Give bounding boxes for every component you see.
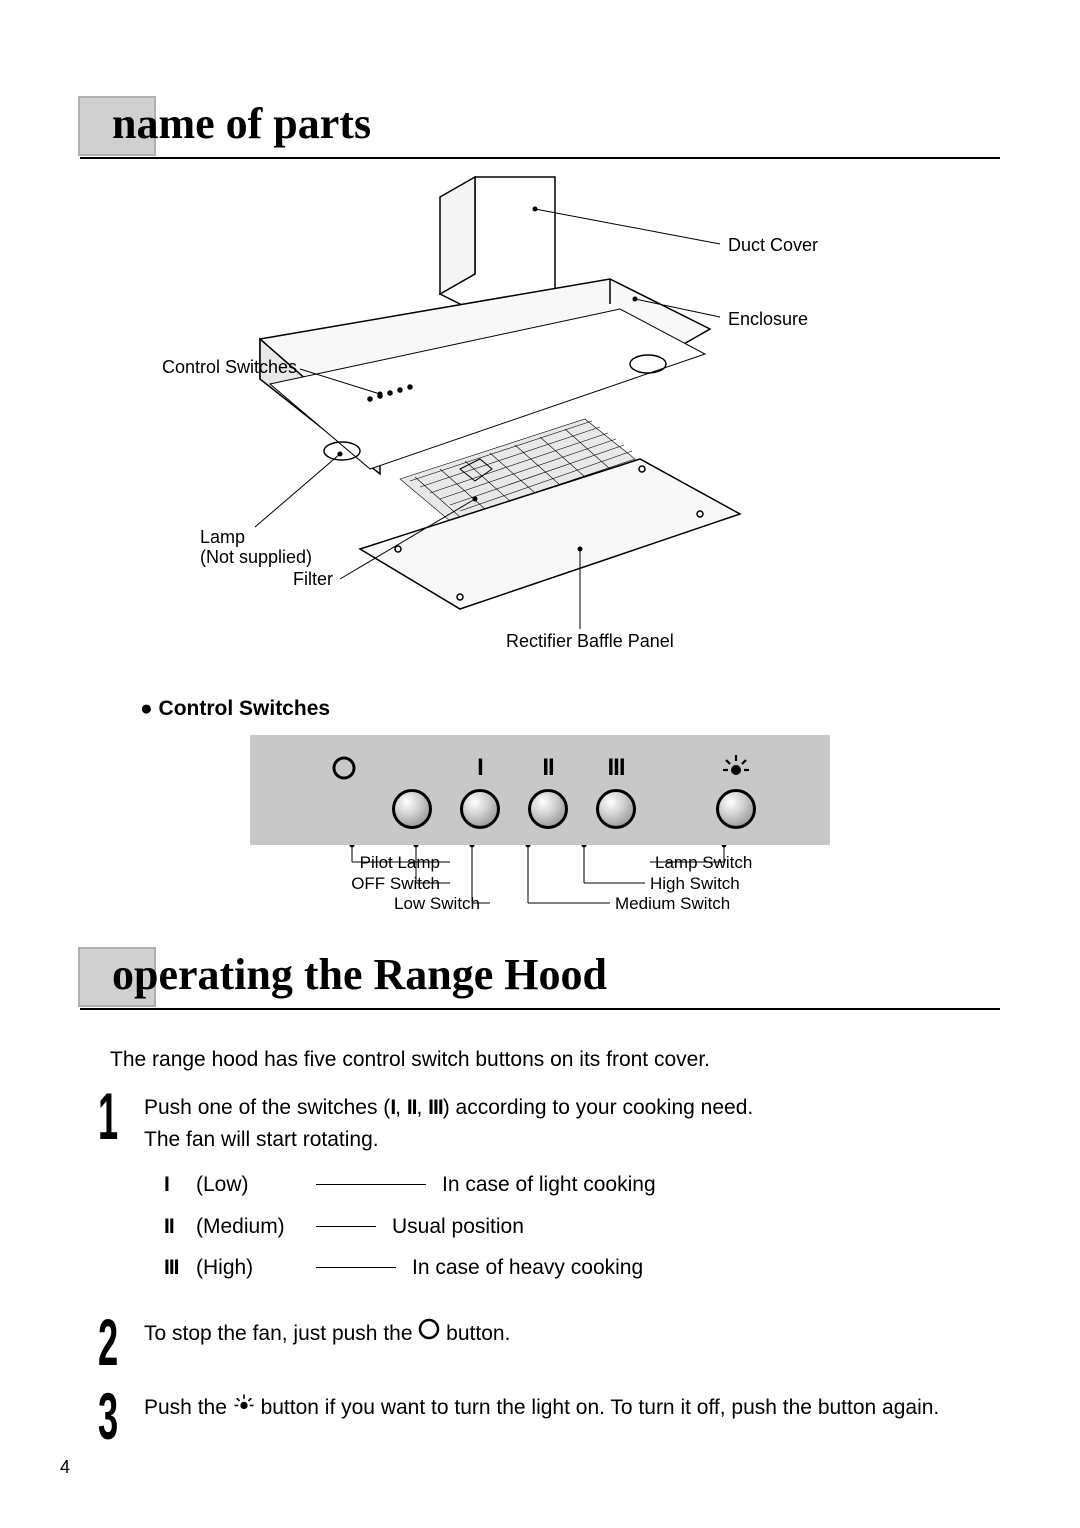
step-3-text-b: button if you want to turn the light on.… (255, 1396, 940, 1419)
label-duct-cover: Duct Cover (728, 235, 818, 257)
label-pilot-lamp: Pilot Lamp (360, 853, 440, 873)
control-col-pilot (316, 751, 372, 829)
control-switches-text: Control Switches (159, 697, 331, 720)
step-1-text-a: Push one of the switches ( (144, 1096, 390, 1119)
control-panel: I II III (250, 735, 830, 845)
heading-title: name of parts (80, 98, 1000, 159)
inline-III-icon: III (428, 1096, 443, 1119)
step-2-text-b: button. (440, 1322, 510, 1345)
step-2-text-a: To stop the fan, just push the (144, 1322, 418, 1345)
speed-table: I (Low) In case of light cooking II (Med… (164, 1169, 753, 1284)
low-button (460, 789, 500, 829)
inline-lamp-icon (233, 1393, 255, 1425)
speed-medium-desc: Usual position (392, 1211, 524, 1243)
label-lamp-switch: Lamp Switch (655, 853, 752, 873)
step-1-body: Push one of the switches (I, II, III) ac… (144, 1090, 753, 1294)
pilot-lamp-icon (331, 751, 357, 785)
control-col-low: I (452, 751, 508, 829)
speed-row-medium: II (Medium) Usual position (164, 1211, 753, 1243)
control-col-lamp (708, 751, 764, 829)
speed-high-line (316, 1267, 396, 1268)
section-heading-operating: operating the Range Hood (80, 949, 1000, 1010)
step-3-body: Push the button if you want to turn the … (144, 1390, 939, 1424)
step-1-text-c: The fan will start rotating. (144, 1128, 379, 1151)
speed-high-desc: In case of heavy cooking (412, 1252, 643, 1284)
step-1: 1 Push one of the switches (I, II, III) … (98, 1090, 1000, 1294)
speed-medium-line (316, 1226, 376, 1227)
heading-title-2: operating the Range Hood (80, 949, 1000, 1010)
label-high-switch: High Switch (650, 874, 740, 894)
label-medium-switch: Medium Switch (615, 894, 730, 914)
control-col-off (384, 751, 440, 829)
label-lamp-2: (Not supplied) (200, 547, 312, 569)
speed-row-low: I (Low) In case of light cooking (164, 1169, 753, 1201)
high-button (596, 789, 636, 829)
label-low-switch: Low Switch (394, 894, 480, 914)
speed-row-high: III (High) In case of heavy cooking (164, 1252, 753, 1284)
inline-off-icon (418, 1318, 440, 1350)
label-control-switches: Control Switches (162, 357, 297, 379)
step-1-number: 1 (98, 1090, 123, 1143)
speed-medium-name: (Medium) (196, 1211, 316, 1243)
label-enclosure: Enclosure (728, 309, 808, 331)
medium-button (528, 789, 568, 829)
medium-icon: II (542, 751, 553, 785)
page-number: 4 (60, 1457, 70, 1478)
step-2-body: To stop the fan, just push the button. (144, 1316, 510, 1350)
section-heading-name-of-parts: name of parts (80, 98, 1000, 159)
step-1-text-b: ) according to your cooking need. (443, 1096, 754, 1119)
control-switches-subheading: ● Control Switches (140, 697, 1000, 721)
intro-text: The range hood has five control switch b… (110, 1048, 1000, 1072)
speed-high-name: (High) (196, 1252, 316, 1284)
speed-low-desc: In case of light cooking (442, 1169, 656, 1201)
speed-medium-icon: II (164, 1211, 196, 1243)
range-hood-illustration (80, 169, 1000, 689)
inline-II-icon: II (407, 1096, 417, 1119)
control-panel-labels: Pilot Lamp OFF Switch Low Switch Lamp Sw… (250, 845, 830, 925)
label-filter: Filter (293, 569, 333, 591)
speed-low-name: (Low) (196, 1169, 316, 1201)
lamp-button (716, 789, 756, 829)
off-button (392, 789, 432, 829)
lamp-icon (721, 751, 751, 785)
label-lamp-1: Lamp (200, 527, 245, 549)
speed-low-line (316, 1184, 426, 1185)
step-3-text-a: Push the (144, 1396, 233, 1419)
label-off-switch: OFF Switch (351, 874, 440, 894)
high-icon: III (607, 751, 624, 785)
control-col-high: III (588, 751, 644, 829)
label-rectifier-baffle: Rectifier Baffle Panel (506, 631, 674, 653)
low-icon: I (477, 751, 483, 785)
step-2-number: 2 (98, 1316, 123, 1369)
speed-low-icon: I (164, 1169, 196, 1201)
speed-high-icon: III (164, 1252, 196, 1284)
step-3: 3 Push the button if you want to turn th… (98, 1390, 1000, 1443)
step-3-number: 3 (98, 1390, 123, 1443)
step-2: 2 To stop the fan, just push the button. (98, 1316, 1000, 1369)
control-col-medium: II (520, 751, 576, 829)
parts-diagram: Duct Cover Enclosure Control Switches La… (80, 169, 1000, 689)
